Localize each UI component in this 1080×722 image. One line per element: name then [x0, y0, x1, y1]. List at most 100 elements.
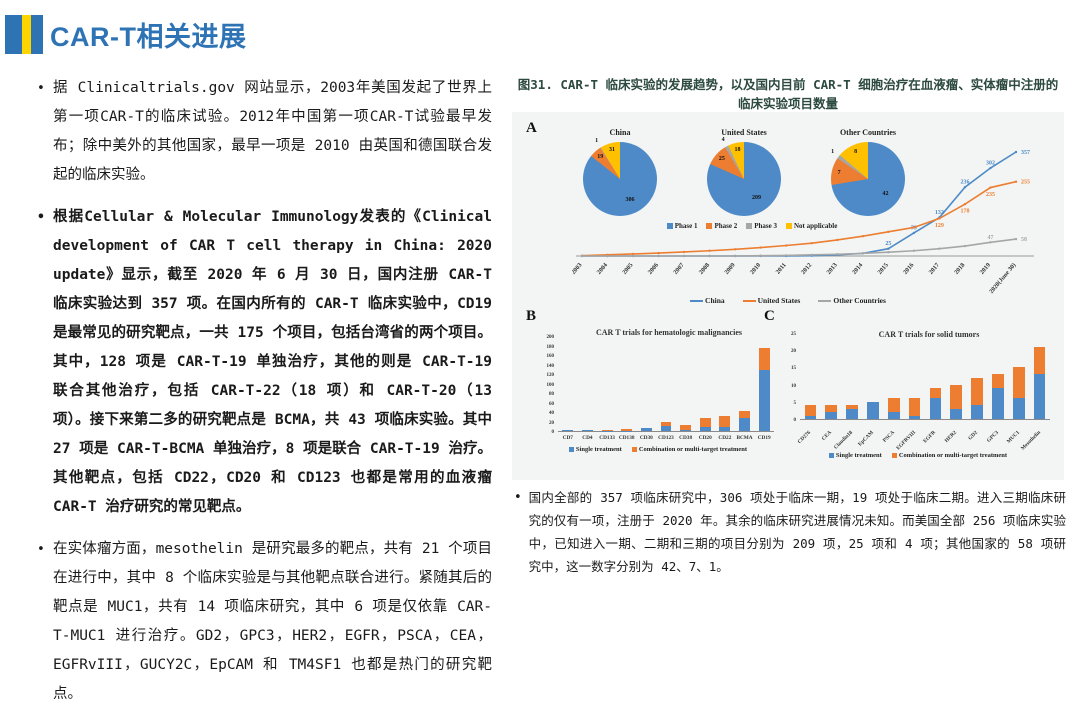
- y-axis-tick-label: 20: [780, 349, 796, 354]
- pie-title: Other Countries: [806, 128, 930, 140]
- svg-text:2011: 2011: [775, 262, 788, 276]
- x-axis-line: [558, 431, 774, 432]
- stacked-bar: [602, 430, 613, 431]
- stacked-bar: [700, 418, 711, 431]
- left-text-column: 据 Clinicaltrials.gov 网站显示，2003年美国发起了世界上第…: [36, 74, 492, 722]
- x-axis-line: [800, 419, 1050, 420]
- bullet-item: 根据Cellular & Molecular Immunology发表的《Cli…: [36, 203, 492, 522]
- combination-segment: [971, 378, 983, 406]
- single-segment: [582, 430, 593, 431]
- y-axis-tick-label: 180: [538, 345, 554, 350]
- pie-value-label: 31: [609, 147, 615, 153]
- svg-text:2006: 2006: [647, 262, 660, 276]
- treatment-legend-b: Single treatment Combination or multi-ta…: [538, 446, 778, 453]
- svg-text:2013: 2013: [825, 262, 838, 276]
- single-segment: [825, 412, 837, 419]
- stacked-bar: [719, 416, 730, 431]
- svg-text:2018: 2018: [953, 262, 966, 276]
- y-axis-tick-label: 10: [780, 384, 796, 389]
- pie-value-label: 18: [735, 147, 741, 153]
- y-axis-tick-label: 120: [538, 373, 554, 378]
- legend-swatch: [690, 300, 703, 302]
- legend-swatch: [667, 223, 673, 229]
- pie-value-label: 4: [722, 137, 725, 143]
- stacked-bar: [641, 428, 652, 431]
- legend-label: Not applicable: [794, 222, 837, 230]
- combination-segment: [739, 411, 750, 419]
- legend-label: Phase 1: [675, 222, 698, 230]
- svg-text:2014: 2014: [851, 261, 865, 276]
- stacked-bar: [582, 430, 593, 431]
- single-segment: [805, 416, 817, 419]
- stacked-bar: [930, 388, 942, 419]
- stacked-bar: [621, 429, 632, 431]
- pie-value-label: 8: [854, 149, 857, 155]
- single-segment: [909, 416, 921, 419]
- legend-swatch: [746, 223, 752, 229]
- legend-swatch: [632, 447, 637, 452]
- svg-text:2009: 2009: [723, 262, 736, 276]
- svg-text:2015: 2015: [876, 262, 889, 276]
- stacked-bar: [992, 374, 1004, 419]
- legend-swatch: [829, 453, 834, 458]
- single-segment: [846, 409, 858, 419]
- legend-label: Single treatment: [576, 446, 622, 453]
- single-segment: [759, 370, 770, 431]
- combination-segment: [1034, 347, 1046, 375]
- combination-segment: [992, 374, 1004, 388]
- stacked-bar: [846, 405, 858, 419]
- single-segment: [888, 412, 900, 419]
- stacked-bar: [1034, 347, 1046, 419]
- single-segment: [719, 427, 730, 431]
- single-segment: [1013, 398, 1025, 419]
- svg-text:2017: 2017: [927, 262, 940, 276]
- y-axis-tick-label: 25: [780, 332, 796, 337]
- category-label: CD30: [637, 435, 657, 441]
- stacked-bar: [971, 378, 983, 419]
- svg-text:25: 25: [885, 241, 891, 247]
- category-label: CD38: [676, 435, 696, 441]
- figure-note: • 国内全部的 357 项临床研究中，306 项处于临床一期，19 项处于临床二…: [514, 486, 1066, 578]
- category-label: CD20: [695, 435, 715, 441]
- bullet-item: 据 Clinicaltrials.gov 网站显示，2003年美国发起了世界上第…: [36, 74, 492, 190]
- legend-label: Phase 3: [754, 222, 777, 230]
- single-segment: [971, 405, 983, 419]
- combination-segment: [950, 385, 962, 409]
- note-text: 国内全部的 357 项临床研究中，306 项处于临床一期，19 项处于临床二期。…: [529, 486, 1066, 578]
- category-label: CD123: [656, 435, 676, 441]
- combination-segment: [1013, 367, 1025, 398]
- svg-text:2019: 2019: [979, 262, 992, 276]
- svg-text:2016: 2016: [902, 262, 915, 276]
- single-segment: [641, 428, 652, 431]
- combination-segment: [719, 416, 730, 427]
- legend-swatch: [786, 223, 792, 229]
- legend-swatch: [569, 447, 574, 452]
- panel-label-b: B: [526, 308, 536, 325]
- legend-label: United States: [758, 296, 801, 305]
- legend-item: Combination or multi-target treatment: [892, 452, 1007, 459]
- combination-segment: [909, 398, 921, 415]
- pie-title: United States: [682, 128, 806, 140]
- svg-text:2007: 2007: [672, 262, 685, 276]
- svg-text:58: 58: [1021, 237, 1027, 243]
- figure-title: 图31. CAR-T 临床实验的发展趋势，以及国内目前 CAR-T 细胞治疗在血…: [512, 76, 1064, 114]
- pie-value-label: 306: [625, 197, 634, 203]
- legend-item: Not applicable: [786, 222, 837, 230]
- chart-title: CAR T trials for solid tumors: [804, 330, 1054, 339]
- y-axis-tick-label: 0: [538, 430, 554, 435]
- svg-text:2005: 2005: [621, 262, 634, 276]
- hematologic-bar-chart: CAR T trials for hematologic malignancie…: [538, 314, 778, 444]
- legend-label: Phase 2: [714, 222, 737, 230]
- accent-yellow-bar: [22, 15, 31, 54]
- combination-segment: [805, 405, 817, 415]
- legend-item: Phase 1: [667, 222, 698, 230]
- svg-text:2010: 2010: [749, 262, 762, 276]
- single-segment: [700, 427, 711, 431]
- stacked-bar: [680, 425, 691, 431]
- y-axis-tick-label: 100: [538, 383, 554, 388]
- svg-text:178: 178: [960, 209, 969, 215]
- slide: { "header": { "title": "CAR-T相关进展" }, "c…: [0, 0, 1080, 608]
